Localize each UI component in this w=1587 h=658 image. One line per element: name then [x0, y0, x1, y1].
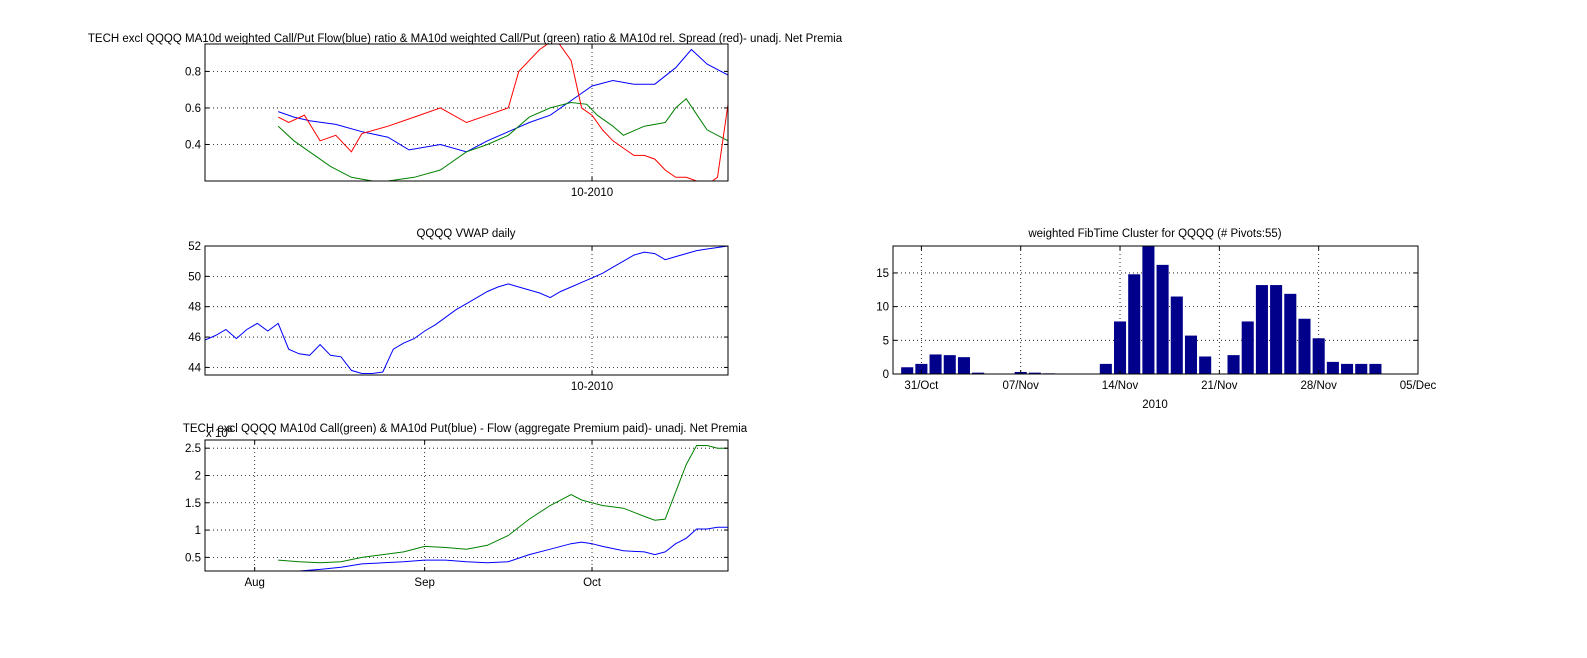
fib-xtick-label: 28/Nov	[1300, 380, 1337, 392]
flow-chart-title: TECH excl QQQQ MA10d Call(green) & MA10d…	[183, 423, 748, 435]
vwap-ytick-label: 52	[188, 241, 201, 253]
fib-ytick-label: 10	[876, 302, 889, 314]
vwap-y-axis: 44 46 48 50 52	[188, 241, 728, 374]
fibtime-chart: weighted FibTime Cluster for QQQQ (# Piv…	[876, 228, 1436, 411]
ratio-x-axis: 10-2010	[571, 44, 613, 199]
flow-blue-line	[278, 526, 728, 571]
vwap-chart: QQQQ VWAP daily 44 46 48 50 52 10-2010	[188, 228, 729, 393]
ratio-grid	[205, 44, 728, 181]
fib-ytick-label: 15	[876, 268, 889, 280]
ratio-chart-title: TECH excl QQQQ MA10d weighted Call/Put F…	[88, 33, 843, 45]
fibtime-bar	[1170, 296, 1183, 374]
fibtime-bar	[1255, 285, 1268, 374]
flow-xtick-label: Aug	[244, 577, 264, 589]
fibtime-bar	[1142, 246, 1155, 374]
fibtime-bar	[1099, 363, 1112, 374]
vwap-ytick-label: 44	[188, 362, 201, 374]
vwap-x-axis: 10-2010	[571, 246, 613, 393]
fibtime-x-label: 2010	[1142, 399, 1168, 411]
ratio-series	[277, 44, 728, 181]
flow-grid	[205, 440, 728, 571]
ratio-y-axis: 0.4 0.6 0.8	[185, 66, 728, 151]
flow-exponent-label: x 106	[206, 424, 233, 440]
fib-xtick-label: 31/Oct	[904, 380, 939, 392]
vwap-chart-title: QQQQ VWAP daily	[416, 228, 515, 240]
flow-x-axis: Aug Sep Oct	[244, 440, 602, 589]
fibtime-bar	[972, 372, 985, 374]
fibtime-bar	[929, 354, 942, 374]
fibtime-bar	[1355, 363, 1368, 374]
ratio-ytick-label: 0.4	[185, 139, 202, 151]
flow-ytick-label: 2	[195, 470, 201, 482]
flow-xtick-label: Oct	[583, 577, 602, 589]
fibtime-bar	[1227, 355, 1240, 374]
ratio-green-line	[277, 98, 728, 181]
fibtime-y-axis: 0 5 10 15	[876, 268, 1418, 381]
flow-ytick-label: 2.5	[185, 443, 201, 455]
fib-xtick-label: 21/Nov	[1201, 380, 1238, 392]
fibtime-bar	[1284, 293, 1297, 374]
fibtime-bar	[1184, 335, 1198, 374]
fibtime-bar	[1028, 372, 1041, 374]
fibtime-bar	[1298, 318, 1311, 374]
vwap-ytick-label: 48	[188, 302, 201, 314]
fibtime-bar	[1128, 274, 1141, 374]
fib-ytick-label: 0	[883, 369, 889, 381]
flow-exponent-base: x 10	[206, 428, 228, 440]
ratio-chart: TECH excl QQQQ MA10d weighted Call/Put F…	[88, 33, 843, 199]
fibtime-chart-title: weighted FibTime Cluster for QQQQ (# Piv…	[1027, 228, 1281, 240]
flow-plot-area	[204, 439, 729, 572]
fibtime-bar	[1326, 361, 1339, 374]
flow-green-line	[278, 445, 728, 564]
flow-ytick-label: 1.5	[185, 498, 201, 510]
fibtime-x-axis: 31/Oct 07/Nov 14/Nov 21/Nov 28/Nov 05/Dec	[904, 246, 1436, 392]
fib-ytick-label: 5	[883, 335, 889, 347]
fibtime-bar	[1156, 264, 1169, 374]
flow-exponent-power: 6	[228, 424, 233, 434]
ratio-xtick-label: 10-2010	[571, 187, 613, 199]
flow-chart: TECH excl QQQQ MA10d Call(green) & MA10d…	[183, 423, 748, 589]
fibtime-bar	[901, 367, 914, 374]
fibtime-bar	[943, 355, 956, 374]
fibtime-bars	[901, 246, 1382, 374]
fib-xtick-label: 07/Nov	[1002, 380, 1039, 392]
fib-xtick-label: 14/Nov	[1102, 380, 1139, 392]
ratio-plot-area	[204, 43, 729, 182]
fibtime-plot-area	[892, 245, 1419, 375]
flow-xtick-label: Sep	[414, 577, 434, 589]
fibtime-bar	[1199, 356, 1212, 374]
vwap-plot-area	[204, 245, 729, 376]
fibtime-bar	[1341, 363, 1354, 374]
ratio-blue-line	[278, 48, 728, 153]
flow-series	[278, 445, 728, 571]
vwap-blue-line	[205, 246, 728, 374]
fib-xtick-label: 05/Dec	[1400, 380, 1437, 392]
fibtime-bar	[1369, 363, 1382, 374]
vwap-ytick-label: 46	[188, 332, 201, 344]
ratio-ytick-label: 0.6	[185, 103, 201, 115]
flow-ytick-label: 0.5	[185, 552, 201, 564]
ratio-red-line	[277, 44, 728, 181]
vwap-ytick-label: 50	[188, 271, 201, 283]
flow-y-axis: 0.5 1 1.5 2 2.5	[185, 443, 728, 564]
fibtime-bar	[915, 363, 928, 374]
ratio-ytick-label: 0.8	[185, 66, 201, 78]
fibtime-bar	[1113, 321, 1127, 374]
fibtime-grid	[893, 246, 1418, 374]
flow-ytick-label: 1	[195, 525, 201, 537]
vwap-xtick-label: 10-2010	[571, 381, 613, 393]
vwap-series	[205, 246, 728, 374]
fibtime-bar	[1270, 285, 1283, 374]
fibtime-bar	[1241, 321, 1254, 374]
vwap-grid	[205, 246, 728, 375]
fibtime-bar	[957, 357, 970, 374]
fibtime-bar	[1312, 338, 1325, 374]
